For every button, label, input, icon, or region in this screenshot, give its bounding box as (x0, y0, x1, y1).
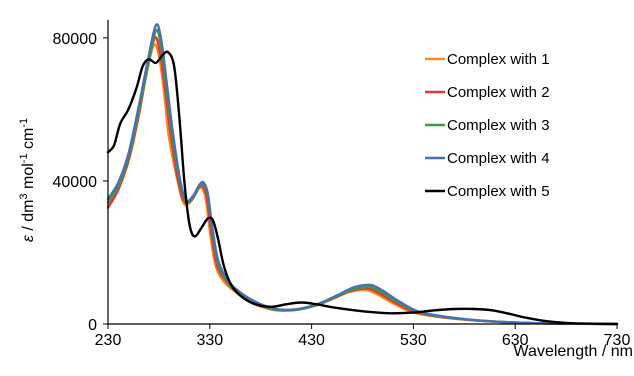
legend-label: Complex with 2 (447, 84, 550, 101)
legend-label: Complex with 1 (447, 51, 550, 68)
x-tick-label: 430 (298, 332, 325, 349)
series-line-1 (106, 43, 619, 326)
y-axis-label-text: / dm (20, 200, 37, 236)
y-axis-label-symbol: ε (20, 234, 37, 242)
legend-label: Complex with 4 (447, 150, 550, 167)
legend-label: Complex with 3 (447, 117, 550, 134)
y-axis-label-sup3: -1 (18, 118, 30, 128)
series-line-5 (106, 50, 619, 326)
x-tick-label: 530 (400, 332, 427, 349)
y-axis-label-sup1: 3 (18, 193, 30, 199)
y-tick-label: 0 (88, 317, 97, 334)
legend-label: Complex with 5 (447, 183, 550, 200)
y-axis-label-end: cm (20, 128, 37, 154)
x-axis-ticks: 230 330 430 530 630 730 (95, 324, 631, 349)
x-tick-label: 230 (95, 332, 122, 349)
x-tick-label: 630 (502, 332, 529, 349)
plot-area: 230 330 430 530 630 730 0 40000 80000 (53, 20, 631, 349)
x-tick-label: 330 (196, 332, 223, 349)
y-axis-label: ε / dm3 mol-1 cm-1 (18, 118, 37, 242)
y-tick-label: 80000 (53, 31, 98, 48)
series-lines (106, 23, 619, 326)
legend: Complex with 1 Complex with 2 Complex with… (425, 51, 550, 200)
y-axis-ticks: 0 40000 80000 (53, 31, 108, 334)
y-tick-label: 40000 (53, 174, 98, 191)
series-line-4 (106, 23, 619, 326)
y-axis-label-sup2: -1 (18, 153, 30, 163)
x-axis-label: Wavelength / nm (514, 343, 633, 360)
x-tick-label: 730 (604, 332, 631, 349)
y-axis-label-mid: mol (20, 163, 37, 193)
